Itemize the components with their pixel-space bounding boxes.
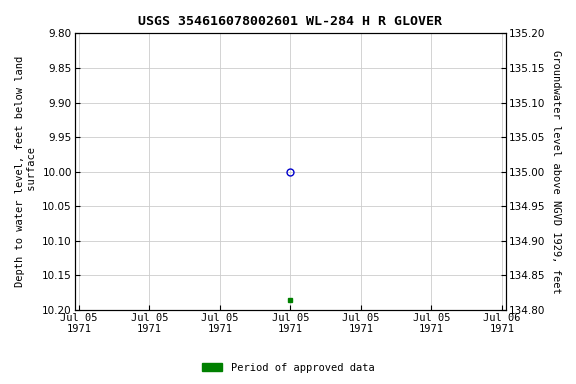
Y-axis label: Groundwater level above NGVD 1929, feet: Groundwater level above NGVD 1929, feet bbox=[551, 50, 561, 294]
Title: USGS 354616078002601 WL-284 H R GLOVER: USGS 354616078002601 WL-284 H R GLOVER bbox=[138, 15, 442, 28]
Legend: Period of approved data: Period of approved data bbox=[198, 359, 378, 377]
Y-axis label: Depth to water level, feet below land
 surface: Depth to water level, feet below land su… bbox=[15, 56, 37, 287]
